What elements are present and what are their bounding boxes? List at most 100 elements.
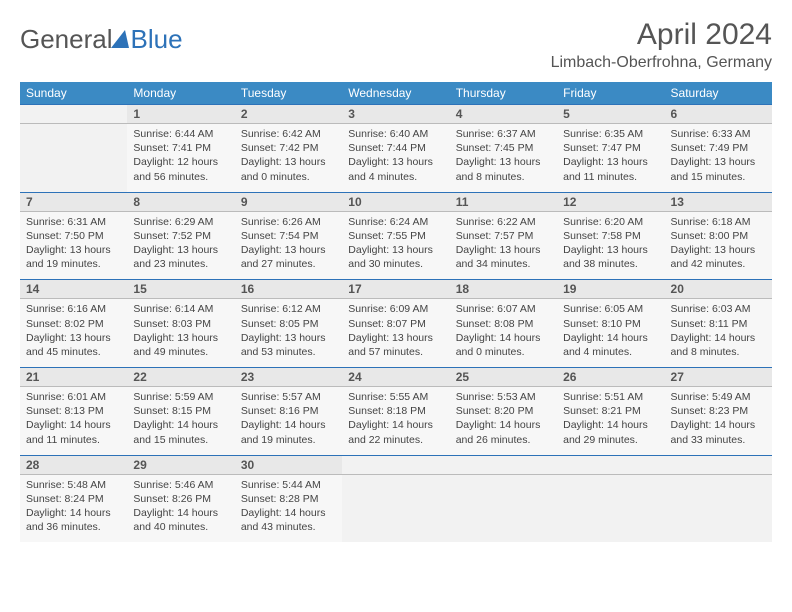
day-cell: Sunrise: 5:44 AMSunset: 8:28 PMDaylight:… — [235, 474, 342, 542]
day-cell: Sunrise: 5:59 AMSunset: 8:15 PMDaylight:… — [127, 387, 234, 456]
day-cell: Sunrise: 6:20 AMSunset: 7:58 PMDaylight:… — [557, 211, 664, 280]
day-line: Sunset: 7:47 PM — [563, 141, 658, 155]
day-number: 16 — [235, 280, 342, 299]
title-block: April 2024 Limbach-Oberfrohna, Germany — [551, 18, 772, 72]
day-number: 2 — [235, 105, 342, 124]
day-cell: Sunrise: 5:57 AMSunset: 8:16 PMDaylight:… — [235, 387, 342, 456]
day-cell: Sunrise: 6:01 AMSunset: 8:13 PMDaylight:… — [20, 387, 127, 456]
day-line: Sunset: 8:03 PM — [133, 317, 228, 331]
day-number: 7 — [20, 192, 127, 211]
day-line: Sunset: 7:42 PM — [241, 141, 336, 155]
day-line: Sunset: 7:58 PM — [563, 229, 658, 243]
day-line: Sunset: 8:18 PM — [348, 404, 443, 418]
day-line: Sunrise: 6:07 AM — [456, 302, 551, 316]
day-line: Sunrise: 6:01 AM — [26, 390, 121, 404]
calendar-body: 123456Sunrise: 6:44 AMSunset: 7:41 PMDay… — [20, 105, 772, 543]
calendar-header-row: Sunday Monday Tuesday Wednesday Thursday… — [20, 82, 772, 105]
day-number: 23 — [235, 368, 342, 387]
day-line: Daylight: 12 hours — [133, 155, 228, 169]
day-number: 25 — [450, 368, 557, 387]
day-line: Sunset: 8:13 PM — [26, 404, 121, 418]
day-line: Daylight: 13 hours — [26, 331, 121, 345]
day-cell — [665, 474, 772, 542]
day-line: Sunset: 8:15 PM — [133, 404, 228, 418]
day-line: Daylight: 14 hours — [133, 506, 228, 520]
day-line: Daylight: 13 hours — [456, 155, 551, 169]
day-number — [342, 455, 449, 474]
day-line: and 0 minutes. — [241, 170, 336, 184]
day-line: Sunset: 8:11 PM — [671, 317, 766, 331]
day-line: Sunrise: 6:35 AM — [563, 127, 658, 141]
day-line: Sunrise: 6:20 AM — [563, 215, 658, 229]
day-cell: Sunrise: 6:03 AMSunset: 8:11 PMDaylight:… — [665, 299, 772, 368]
day-line: Daylight: 13 hours — [563, 155, 658, 169]
day-cell: Sunrise: 5:49 AMSunset: 8:23 PMDaylight:… — [665, 387, 772, 456]
day-line: Sunrise: 5:59 AM — [133, 390, 228, 404]
day-line: Sunrise: 6:05 AM — [563, 302, 658, 316]
day-number: 15 — [127, 280, 234, 299]
day-number: 14 — [20, 280, 127, 299]
day-line: Sunrise: 6:03 AM — [671, 302, 766, 316]
day-number: 5 — [557, 105, 664, 124]
day-line: Daylight: 13 hours — [241, 155, 336, 169]
day-cell: Sunrise: 6:37 AMSunset: 7:45 PMDaylight:… — [450, 124, 557, 193]
day-line: Daylight: 13 hours — [241, 243, 336, 257]
day-line: and 0 minutes. — [456, 345, 551, 359]
day-header: Friday — [557, 82, 664, 105]
day-line: Sunset: 8:20 PM — [456, 404, 551, 418]
day-number: 9 — [235, 192, 342, 211]
day-number: 12 — [557, 192, 664, 211]
day-number: 3 — [342, 105, 449, 124]
day-cell: Sunrise: 6:31 AMSunset: 7:50 PMDaylight:… — [20, 211, 127, 280]
day-line: and 4 minutes. — [563, 345, 658, 359]
day-cell: Sunrise: 6:22 AMSunset: 7:57 PMDaylight:… — [450, 211, 557, 280]
day-number-row: 78910111213 — [20, 192, 772, 211]
day-line: Daylight: 14 hours — [456, 418, 551, 432]
day-line: Daylight: 14 hours — [563, 418, 658, 432]
day-cell: Sunrise: 6:42 AMSunset: 7:42 PMDaylight:… — [235, 124, 342, 193]
day-line: and 27 minutes. — [241, 257, 336, 271]
day-line: and 23 minutes. — [133, 257, 228, 271]
day-line: and 38 minutes. — [563, 257, 658, 271]
day-number: 17 — [342, 280, 449, 299]
day-line: and 49 minutes. — [133, 345, 228, 359]
day-number: 20 — [665, 280, 772, 299]
day-number-row: 21222324252627 — [20, 368, 772, 387]
day-cell — [450, 474, 557, 542]
day-cell: Sunrise: 6:26 AMSunset: 7:54 PMDaylight:… — [235, 211, 342, 280]
day-line: Sunrise: 6:16 AM — [26, 302, 121, 316]
location-label: Limbach-Oberfrohna, Germany — [551, 54, 772, 72]
day-line: and 29 minutes. — [563, 433, 658, 447]
day-line: Sunrise: 6:42 AM — [241, 127, 336, 141]
day-line: Sunrise: 6:29 AM — [133, 215, 228, 229]
day-line: Sunrise: 6:18 AM — [671, 215, 766, 229]
day-line: Sunrise: 6:22 AM — [456, 215, 551, 229]
day-line: Sunrise: 5:57 AM — [241, 390, 336, 404]
day-line: and 45 minutes. — [26, 345, 121, 359]
day-number: 1 — [127, 105, 234, 124]
day-content-row: Sunrise: 6:31 AMSunset: 7:50 PMDaylight:… — [20, 211, 772, 280]
day-line: Sunrise: 6:09 AM — [348, 302, 443, 316]
day-line: Sunset: 7:49 PM — [671, 141, 766, 155]
day-cell: Sunrise: 5:53 AMSunset: 8:20 PMDaylight:… — [450, 387, 557, 456]
day-header: Tuesday — [235, 82, 342, 105]
day-line: Daylight: 13 hours — [26, 243, 121, 257]
day-line: Sunrise: 5:51 AM — [563, 390, 658, 404]
day-number — [450, 455, 557, 474]
day-number — [20, 105, 127, 124]
day-line: Sunset: 7:41 PM — [133, 141, 228, 155]
day-line: and 56 minutes. — [133, 170, 228, 184]
logo-mark-icon — [111, 30, 129, 48]
day-line: and 8 minutes. — [456, 170, 551, 184]
day-cell: Sunrise: 6:40 AMSunset: 7:44 PMDaylight:… — [342, 124, 449, 193]
day-number: 26 — [557, 368, 664, 387]
day-line: Daylight: 14 hours — [563, 331, 658, 345]
day-cell: Sunrise: 5:51 AMSunset: 8:21 PMDaylight:… — [557, 387, 664, 456]
day-line: and 26 minutes. — [456, 433, 551, 447]
day-number: 21 — [20, 368, 127, 387]
day-number: 24 — [342, 368, 449, 387]
day-content-row: Sunrise: 5:48 AMSunset: 8:24 PMDaylight:… — [20, 474, 772, 542]
calendar-page: General Blue April 2024 Limbach-Oberfroh… — [0, 0, 792, 560]
day-line: Daylight: 13 hours — [348, 243, 443, 257]
day-cell: Sunrise: 6:44 AMSunset: 7:41 PMDaylight:… — [127, 124, 234, 193]
